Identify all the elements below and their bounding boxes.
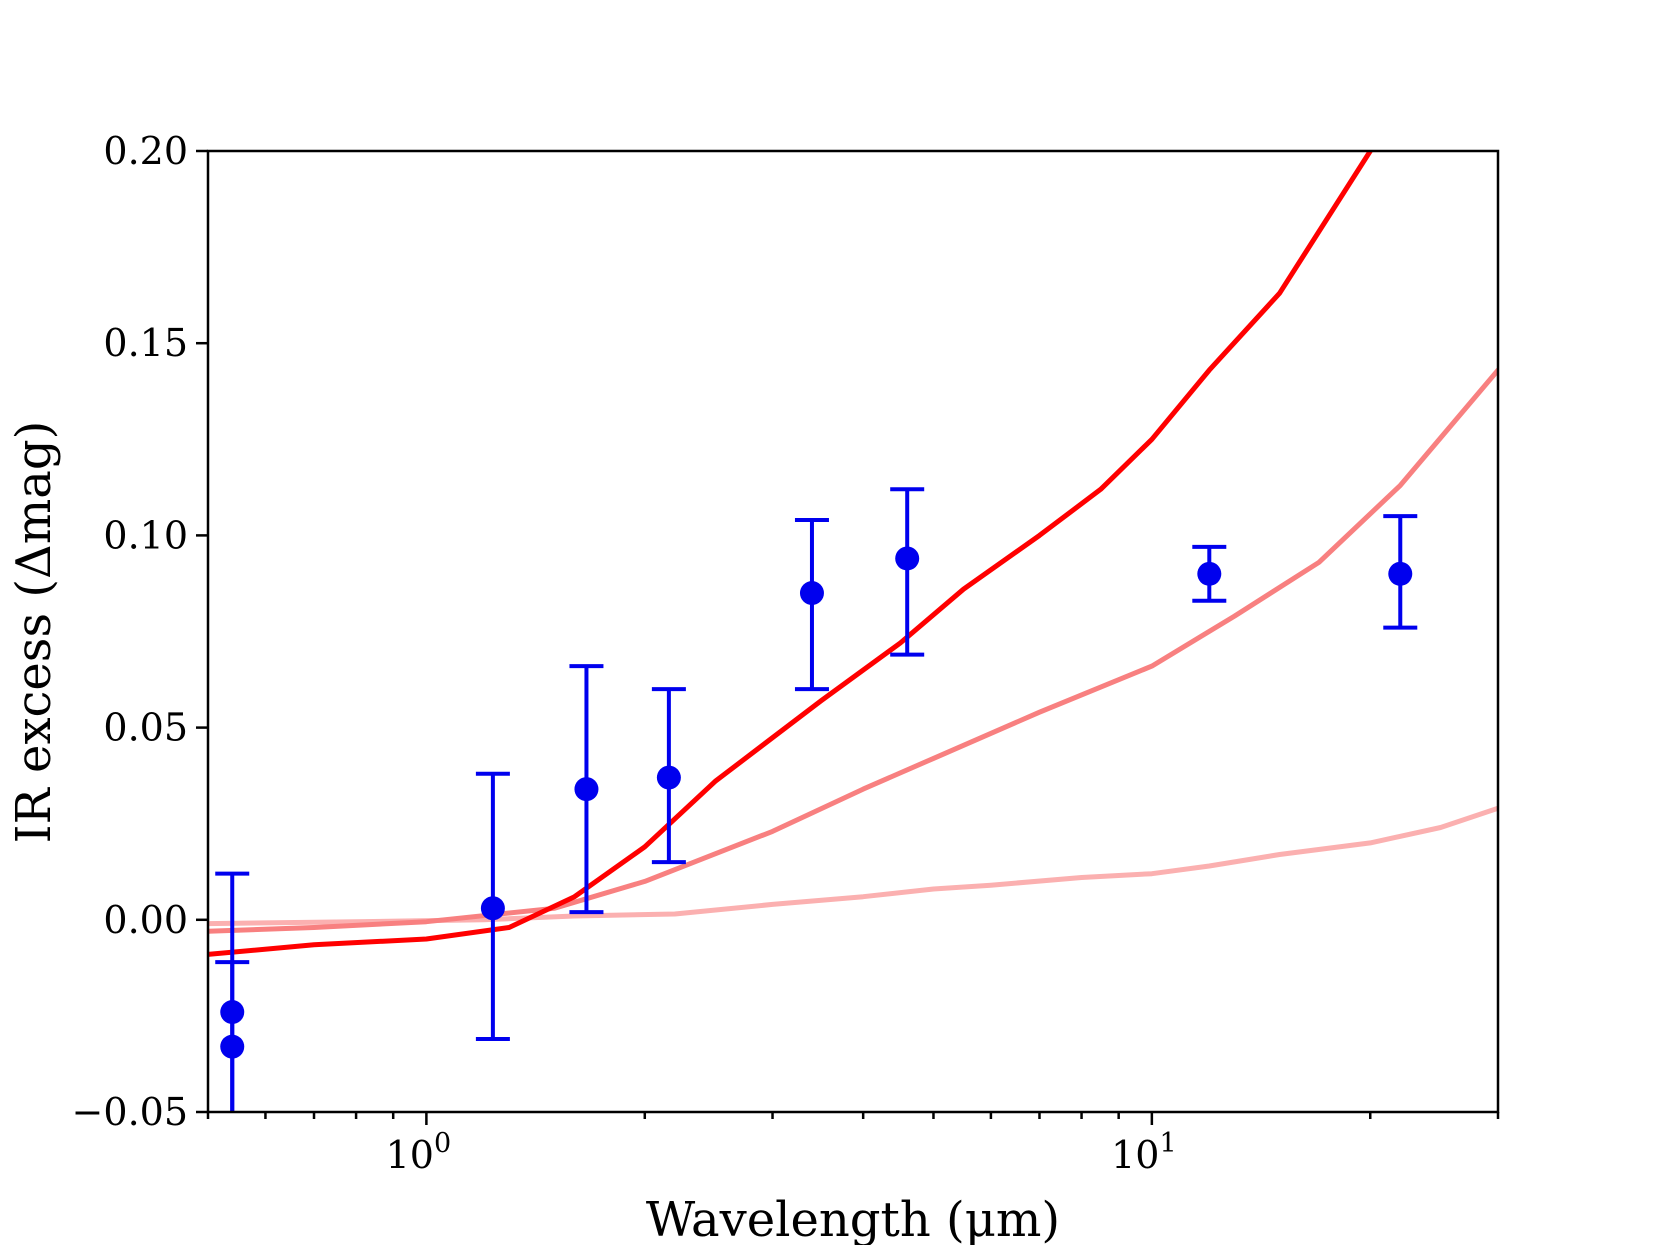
data-point [480, 896, 505, 921]
x-tick-exponent: 0 [434, 1128, 451, 1159]
y-tick-label: 0.20 [103, 129, 188, 173]
x-tick-label: 101 [1111, 1128, 1177, 1177]
data-point [895, 546, 920, 571]
y-tick-label: 0.00 [103, 898, 188, 942]
series-layer [208, 151, 1498, 957]
x-tick-label: 100 [386, 1128, 452, 1177]
y-axis: −0.05 0.00 0.05 0.10 0.15 0.20 [72, 129, 208, 1134]
y-tick-label: 0.05 [103, 706, 188, 750]
y-tick-label: −0.05 [72, 1090, 188, 1134]
x-tick-exponent: 1 [1159, 1128, 1176, 1159]
x-axis-label: Wavelength (μm) [646, 1192, 1060, 1245]
series-line-model-medium [208, 367, 1498, 934]
data-point [799, 581, 824, 606]
series-line-model-weak [208, 805, 1498, 927]
y-tick-label: 0.15 [103, 321, 188, 365]
y-axis-label: IR excess (Δmag) [6, 421, 62, 844]
x-axis: 100 101 [206, 1112, 1500, 1177]
data-point [220, 1034, 245, 1059]
data-point [656, 765, 681, 790]
points-layer [215, 487, 1418, 1112]
data-point [574, 777, 599, 802]
y-tick-label: 0.10 [103, 513, 188, 557]
data-point [1197, 561, 1222, 586]
plot-frame [206, 149, 1500, 1114]
x-tick-base: 10 [386, 1133, 434, 1177]
x-tick-base: 10 [1111, 1133, 1159, 1177]
series-line-model-strong [208, 151, 1373, 957]
data-point [1388, 561, 1413, 586]
